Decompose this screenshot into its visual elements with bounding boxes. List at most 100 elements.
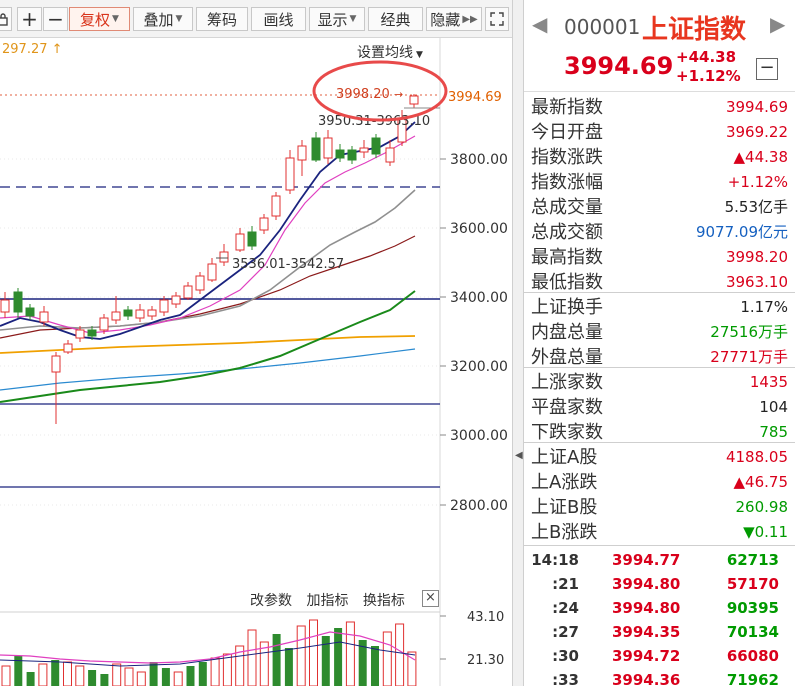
ma30-line xyxy=(0,235,416,339)
quote-label: 最低指数 xyxy=(531,272,603,293)
volume-bar xyxy=(75,665,85,686)
tick-row: 14:18 3994.77 62713 xyxy=(524,548,795,572)
vol-tick-1: 43.10 xyxy=(467,610,504,625)
quote-label: 上证A股 xyxy=(531,447,598,468)
quote-row: 上A涨跌 ▲46.75 xyxy=(524,470,795,495)
y-tick-label: 3000.00 xyxy=(450,428,508,444)
xianshi-label: 显示 xyxy=(317,10,348,29)
quote-label: 上证换手 xyxy=(531,297,603,318)
chouma-button[interactable]: 筹码 xyxy=(196,7,248,31)
volume-bar xyxy=(210,657,220,686)
quote-label: 上证B股 xyxy=(531,497,598,518)
arrow-right-icon: → xyxy=(394,88,403,101)
quote-label: 总成交量 xyxy=(531,197,603,218)
collapse-button[interactable]: − xyxy=(756,58,778,80)
yincang-label: 隐藏 xyxy=(430,10,461,29)
candle-up xyxy=(235,233,245,251)
add-indicator-button[interactable]: 加指标 xyxy=(306,593,349,609)
quote-value: 9077.09亿元 xyxy=(695,223,788,241)
indicator-toolbar: 改参数 加指标 换指标 xyxy=(250,590,415,610)
expand-icon xyxy=(490,12,504,26)
candle-down xyxy=(123,309,133,317)
ma10-line xyxy=(0,135,416,334)
candle-up xyxy=(0,299,10,313)
current-price: 3994.69 xyxy=(564,52,674,80)
yincang-button[interactable]: 隐藏 ▶▶ xyxy=(426,7,482,31)
y-tick-label: 2800.00 xyxy=(450,498,508,514)
volume-bars xyxy=(1,619,417,686)
quote-label: 上A涨跌 xyxy=(531,472,598,493)
volume-bar xyxy=(149,662,158,686)
quote-row: 内盘总量 27516万手 xyxy=(524,320,795,345)
lock-icon xyxy=(0,13,8,26)
annotation-high: 3998.20 xyxy=(336,87,390,102)
panel-splitter[interactable]: ◀ xyxy=(512,0,524,686)
candle-up xyxy=(359,147,369,153)
close-indicator-button[interactable]: × xyxy=(422,590,439,607)
quote-value: 260.98 xyxy=(735,498,789,516)
candle-up xyxy=(63,343,73,353)
change-params-button[interactable]: 改参数 xyxy=(250,593,292,609)
tick-row: :33 3994.36 71962 xyxy=(524,668,795,686)
zoom-in-button[interactable]: + xyxy=(17,7,42,31)
candle-down xyxy=(13,291,23,313)
tick-row: :24 3994.80 90395 xyxy=(524,596,795,620)
left-price-value: 297.27 xyxy=(2,42,48,57)
jingdian-label: 经典 xyxy=(380,10,411,29)
up-arrow-icon: ↑ xyxy=(51,42,63,57)
close-icon: × xyxy=(425,590,436,605)
candle-up xyxy=(99,317,109,331)
quote-value: ▲44.38 xyxy=(733,148,788,166)
candle-up xyxy=(323,137,333,159)
lock-button[interactable] xyxy=(0,7,12,31)
quote-row: 上涨家数 1435 xyxy=(524,370,795,395)
volume-bar xyxy=(284,648,293,686)
candle-up xyxy=(195,275,205,291)
candle-up xyxy=(297,145,307,161)
xianshi-dropdown[interactable]: 显示 ▼ xyxy=(309,7,365,31)
quote-row: 最低指数 3963.10 xyxy=(524,270,795,295)
fullscreen-button[interactable] xyxy=(485,7,509,31)
huaxian-button[interactable]: 画线 xyxy=(251,7,306,31)
next-stock-icon[interactable]: ▶ xyxy=(770,12,786,36)
y-axis: 3800.00 3600.00 3400.00 3200.00 3000.00 2800.… xyxy=(0,152,508,514)
quote-value: 785 xyxy=(759,423,788,441)
quote-row: 外盘总量 27771万手 xyxy=(524,345,795,370)
zoom-out-button[interactable]: − xyxy=(43,7,68,31)
section-divider xyxy=(524,367,795,368)
diejia-dropdown[interactable]: 叠加 ▼ xyxy=(133,7,193,31)
caret-down-icon: ▼ xyxy=(416,50,423,60)
switch-indicator-button[interactable]: 换指标 xyxy=(362,593,405,609)
fuquan-dropdown[interactable]: 复权 ▼ xyxy=(69,7,130,31)
quote-row: 上证换手 1.17% xyxy=(524,295,795,320)
quote-row: 上B涨跌 ▼0.11 xyxy=(524,520,795,545)
quote-row: 下跌家数 785 xyxy=(524,420,795,445)
highlight-ellipse xyxy=(312,60,448,122)
candles-group xyxy=(0,94,419,424)
candle-down xyxy=(371,137,381,155)
y-tick-label: 3600.00 xyxy=(450,221,508,237)
tick-time: :21 xyxy=(552,575,579,593)
plus-icon: + xyxy=(21,7,38,31)
quote-row: 最新指数 3994.69 xyxy=(524,95,795,120)
candle-down xyxy=(311,137,321,161)
quote-label: 上B涨跌 xyxy=(531,522,598,543)
volume-bar xyxy=(247,629,257,686)
tick-volume: 66080 xyxy=(726,647,779,665)
candle-up xyxy=(111,311,121,321)
quote-value: 104 xyxy=(759,398,788,416)
quote-value: 27516万手 xyxy=(710,323,788,341)
candle-up xyxy=(183,285,193,299)
prev-stock-icon[interactable]: ◀ xyxy=(532,12,548,36)
jingdian-button[interactable]: 经典 xyxy=(368,7,423,31)
quote-label: 总成交额 xyxy=(531,222,603,243)
candle-up xyxy=(171,295,181,305)
candle-up xyxy=(207,263,217,281)
volume-bar xyxy=(38,663,48,686)
kline-chart[interactable]: 3800.00 3600.00 3400.00 3200.00 3000.00 2800.… xyxy=(0,38,512,686)
annotation-3536: 3536.01-3542.57 xyxy=(232,257,344,272)
ma-setting-dropdown[interactable]: 设置均线 ▼ xyxy=(357,42,423,62)
volume-bar xyxy=(321,636,330,686)
tick-volume: 90395 xyxy=(726,599,779,617)
